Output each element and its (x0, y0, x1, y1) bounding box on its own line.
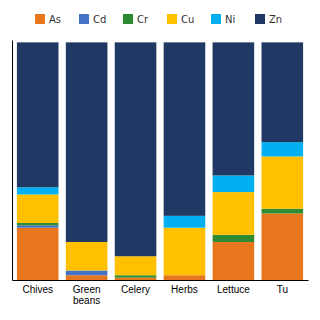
legend-label: Cd (93, 14, 106, 25)
x-tick: Lettuce (217, 280, 250, 295)
legend-label: Ni (225, 14, 235, 25)
chart: Chives Greenbeans Celery Herbs Lettuce Tu As Cd… (0, 0, 320, 320)
bar (213, 192, 255, 235)
bar (213, 175, 255, 192)
legend-item: Cu (167, 14, 194, 25)
x-tick-label: Herbs (171, 284, 198, 295)
legend-label: Cr (137, 14, 149, 25)
x-axis-line (13, 280, 309, 281)
bar (66, 242, 108, 271)
legend-item: As (35, 14, 61, 25)
y-axis (12, 41, 13, 281)
bar (262, 42, 304, 142)
legend-swatch (123, 14, 133, 24)
bar (262, 142, 304, 156)
series (17, 209, 303, 278)
bar (164, 216, 206, 228)
series (17, 42, 303, 256)
plot: Chives Greenbeans Celery Herbs Lettuce Tu (13, 41, 309, 307)
bar (115, 278, 157, 280)
bar (17, 187, 59, 194)
x-tick-label: Celery (121, 284, 150, 295)
x-tick-label: Lettuce (217, 284, 250, 295)
bar (115, 275, 157, 277)
x-tick: Chives (22, 280, 53, 295)
bar (17, 228, 59, 280)
bar (213, 235, 255, 242)
legend-swatch (255, 14, 265, 24)
legend-swatch (35, 14, 45, 24)
x-tick: Tu (277, 280, 288, 295)
legend-item: Ni (211, 14, 235, 25)
bar (262, 213, 304, 280)
legend-swatch (167, 14, 177, 24)
x-tick-label: Greenbeans (73, 284, 101, 306)
bar (262, 209, 304, 214)
series (17, 156, 303, 275)
legend-swatch (79, 14, 89, 24)
bar (164, 275, 206, 280)
legend-item: Zn (255, 14, 282, 25)
bar (164, 228, 206, 276)
legend-swatch (211, 14, 221, 24)
x-tick: Herbs (171, 280, 198, 295)
bar (17, 42, 59, 187)
bar (164, 42, 206, 215)
bars (17, 42, 303, 280)
bar (66, 42, 108, 242)
x-tick-label: Chives (22, 284, 53, 295)
bar (213, 242, 255, 280)
bar (262, 156, 304, 208)
bar (213, 42, 255, 175)
legend-label: Zn (269, 14, 282, 25)
legend-label: Cu (181, 14, 194, 25)
bar (17, 225, 59, 227)
x-tick: Greenbeans (73, 280, 101, 306)
bar (66, 270, 108, 275)
bar (17, 194, 59, 223)
bar (115, 42, 157, 256)
legend-label: As (49, 14, 61, 25)
legend-item: Cr (123, 14, 149, 25)
x-tick: Celery (121, 280, 150, 295)
series (17, 213, 303, 280)
bar (17, 223, 59, 225)
x-tick-label: Tu (277, 284, 288, 295)
bar (66, 275, 108, 280)
x-axis: Chives Greenbeans Celery Herbs Lettuce Tu (13, 280, 309, 306)
legend: As Cd Cr Cu Ni Zn (35, 14, 282, 25)
series (17, 142, 303, 228)
bar (115, 256, 157, 275)
legend-item: Cd (79, 14, 106, 25)
y-axis-line (12, 41, 13, 281)
